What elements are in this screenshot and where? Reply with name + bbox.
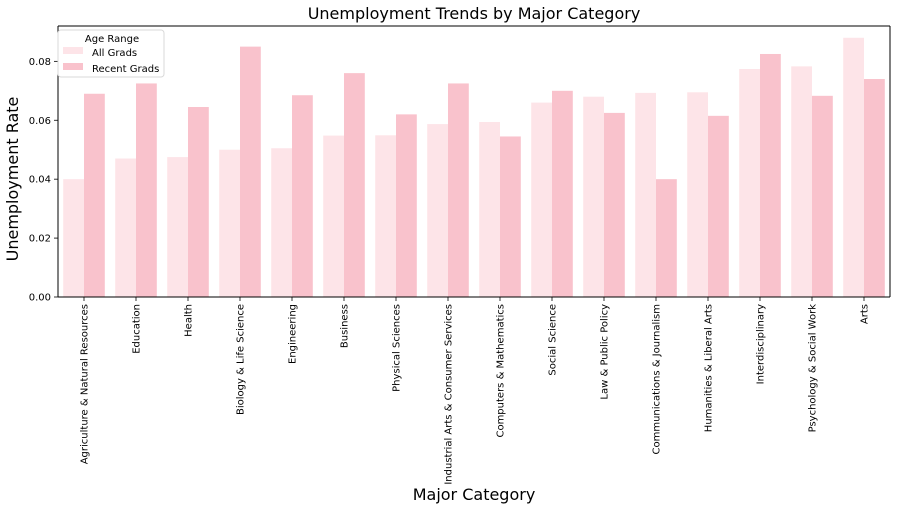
bar-all-grads — [375, 135, 396, 297]
bar-recent-grads — [760, 53, 781, 298]
bar-all-grads — [583, 96, 604, 297]
bar-recent-grads — [84, 93, 105, 297]
bar-recent-grads — [344, 73, 365, 297]
x-tick-label: Interdisciplinary — [756, 304, 767, 384]
bar-recent-grads — [396, 114, 417, 298]
legend-label-recent-grads: Recent Grads — [92, 64, 159, 75]
bar-recent-grads — [240, 46, 261, 298]
x-axis-label: Major Category — [413, 485, 536, 504]
legend-title: Age Range — [85, 34, 139, 45]
x-tick-label: Psychology & Social Work — [808, 304, 819, 433]
bar-all-grads — [271, 148, 292, 297]
x-tick-label: Humanities & Liberal Arts — [704, 304, 715, 432]
bar-all-grads — [739, 69, 760, 297]
bar-all-grads — [219, 149, 240, 297]
bar-recent-grads — [292, 95, 313, 297]
x-tick-label: Social Science — [548, 304, 559, 376]
x-tick-label: Health — [184, 304, 195, 337]
bar-all-grads — [115, 158, 136, 297]
y-axis-label: Unemployment Rate — [3, 97, 22, 262]
y-tick-label: 0.00 — [29, 293, 51, 304]
bar-all-grads — [531, 102, 552, 297]
bar-recent-grads — [656, 179, 677, 297]
bar-all-grads — [63, 179, 84, 297]
bar-all-grads — [479, 122, 500, 297]
x-tick-label: Engineering — [288, 304, 299, 364]
x-ticks-group: Agriculture & Natural Resources Education… — [80, 297, 871, 485]
bar-all-grads — [427, 124, 448, 297]
legend-swatch-recent-grads — [63, 63, 83, 70]
y-tick-label: 0.04 — [29, 175, 51, 186]
bars-group — [63, 37, 885, 298]
bar-recent-grads — [864, 79, 885, 298]
x-tick-label: Education — [132, 304, 143, 354]
chart-title: Unemployment Trends by Major Category — [308, 4, 641, 23]
y-tick-label: 0.02 — [29, 234, 51, 245]
x-tick-label: Arts — [860, 304, 871, 324]
bar-all-grads — [791, 66, 812, 297]
legend-frame — [57, 29, 165, 78]
bar-all-grads — [167, 157, 188, 297]
y-ticks-group: 0.00 0.02 0.04 0.06 0.08 — [29, 57, 58, 304]
x-tick-label: Communications & Journalism — [652, 304, 663, 455]
legend-label-all-grads: All Grads — [92, 48, 137, 59]
x-tick-label: Industrial Arts & Consumer Services — [444, 304, 455, 485]
x-tick-label: Computers & Mathematics — [496, 304, 507, 438]
legend: Age Range All Grads Recent Grads — [57, 29, 165, 78]
bar-recent-grads — [552, 90, 573, 297]
bar-recent-grads — [604, 112, 625, 298]
bar-recent-grads — [708, 115, 729, 297]
bar-recent-grads — [136, 83, 157, 297]
bar-all-grads — [687, 92, 708, 297]
bar-recent-grads — [448, 83, 469, 297]
bar-recent-grads — [812, 95, 833, 297]
bar-all-grads — [635, 92, 656, 298]
bar-recent-grads — [500, 136, 521, 297]
bar-recent-grads — [188, 107, 209, 297]
x-tick-label: Physical Sciences — [392, 304, 403, 392]
x-tick-label: Agriculture & Natural Resources — [80, 304, 91, 464]
x-tick-label: Business — [340, 304, 351, 348]
y-tick-label: 0.08 — [29, 57, 51, 68]
y-tick-label: 0.06 — [29, 116, 51, 127]
x-tick-label: Law & Public Policy — [600, 304, 611, 400]
legend-swatch-all-grads — [63, 47, 83, 54]
bar-all-grads — [323, 135, 344, 297]
bar-all-grads — [843, 37, 864, 297]
x-tick-label: Biology & Life Science — [236, 304, 247, 415]
